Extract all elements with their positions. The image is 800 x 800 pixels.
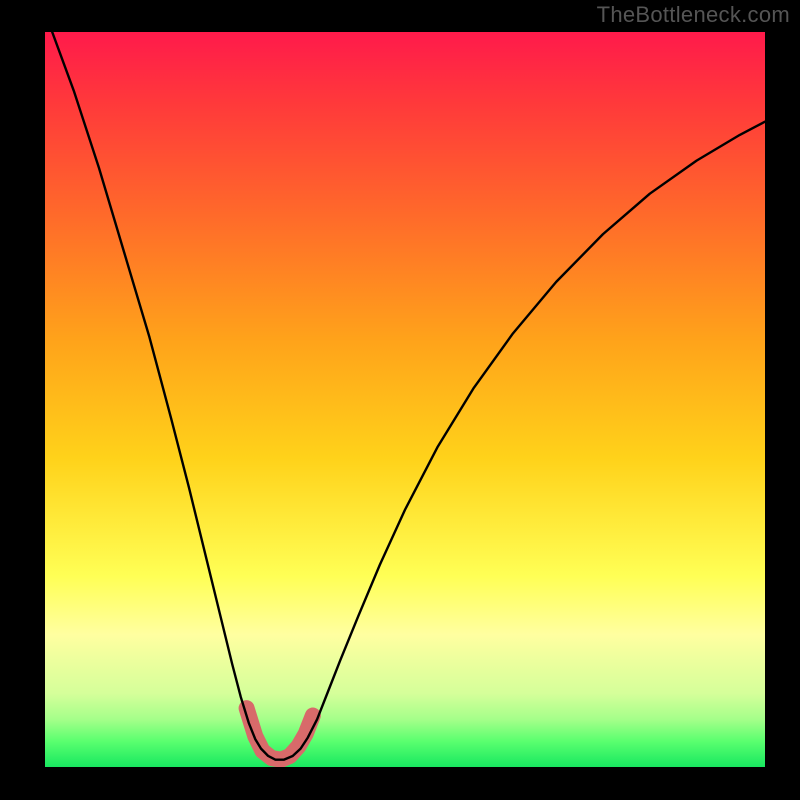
plot-svg (45, 32, 765, 767)
chart-container: TheBottleneck.com (0, 0, 800, 800)
gradient-background (45, 32, 765, 767)
watermark-text: TheBottleneck.com (597, 2, 790, 28)
plot-area (45, 32, 765, 767)
